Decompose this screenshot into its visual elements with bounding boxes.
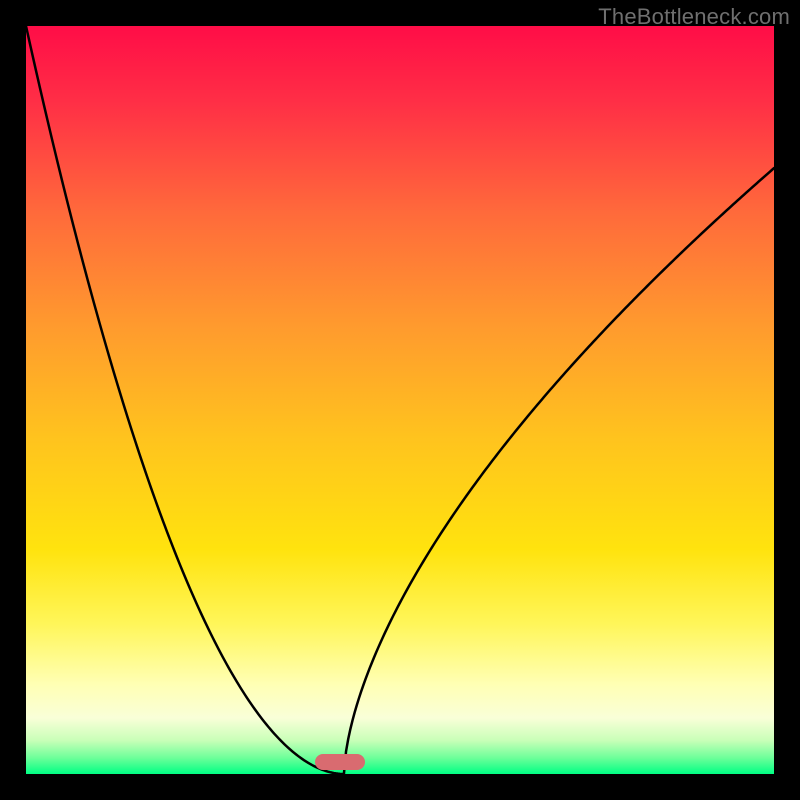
chart-svg — [0, 0, 800, 800]
watermark-text: TheBottleneck.com — [598, 4, 790, 30]
plot-background — [26, 26, 774, 774]
dip-marker — [315, 754, 365, 770]
chart-container: TheBottleneck.com — [0, 0, 800, 800]
